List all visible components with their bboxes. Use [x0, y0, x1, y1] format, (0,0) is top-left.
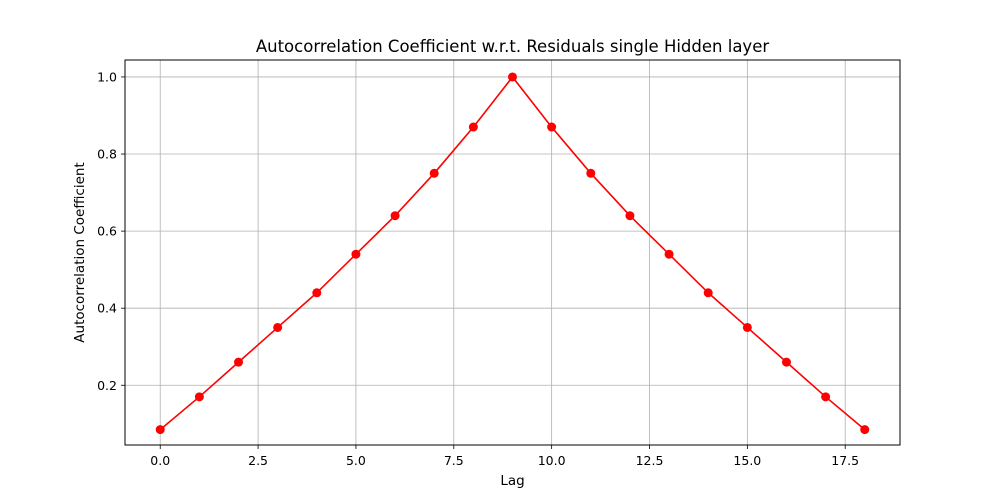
x-tick-label: 5.0: [346, 453, 366, 468]
data-point: [821, 392, 831, 402]
data-point: [273, 322, 283, 332]
y-tick-label: 0.6: [97, 224, 117, 239]
x-axis-label: Lag: [500, 473, 524, 489]
y-tick-label: 0.8: [97, 147, 117, 162]
series-layer: [155, 72, 870, 435]
data-point: [351, 249, 361, 259]
data-point: [860, 425, 870, 435]
x-tick-label: 12.5: [636, 453, 664, 468]
ticks: 0.0 2.5 5.0 7.5 10.0 12.5 15.0 17.5 0.2 0.4 0.6 0.8…: [97, 69, 859, 468]
x-tick-label: 0.0: [150, 453, 170, 468]
x-tick-label: 17.5: [831, 453, 859, 468]
data-point: [194, 392, 204, 402]
y-tick-label: 1.0: [97, 69, 117, 84]
data-point: [664, 249, 674, 259]
data-point: [312, 288, 322, 298]
plot-frame: [124, 59, 901, 446]
chart-title: Autocorrelation Coefficient w.r.t. Resid…: [256, 37, 770, 56]
data-point: [625, 211, 635, 221]
grid: [125, 60, 900, 445]
data-point: [703, 288, 713, 298]
data-point: [742, 322, 752, 332]
data-point: [586, 168, 596, 178]
data-point: [781, 357, 791, 367]
y-tick-label: 0.2: [97, 378, 117, 393]
data-point: [429, 168, 439, 178]
data-point: [155, 425, 165, 435]
x-tick-label: 15.0: [733, 453, 761, 468]
x-tick-label: 10.0: [538, 453, 566, 468]
x-tick-label: 7.5: [444, 453, 464, 468]
y-tick-label: 0.4: [97, 301, 117, 316]
data-point: [547, 122, 557, 132]
data-point: [468, 122, 478, 132]
data-point: [390, 211, 400, 221]
x-tick-label: 2.5: [248, 453, 268, 468]
data-point: [234, 357, 244, 367]
series-line: [159, 75, 866, 431]
data-point: [508, 72, 517, 82]
y-axis-label: Autocorrelation Coefficient: [72, 162, 88, 342]
